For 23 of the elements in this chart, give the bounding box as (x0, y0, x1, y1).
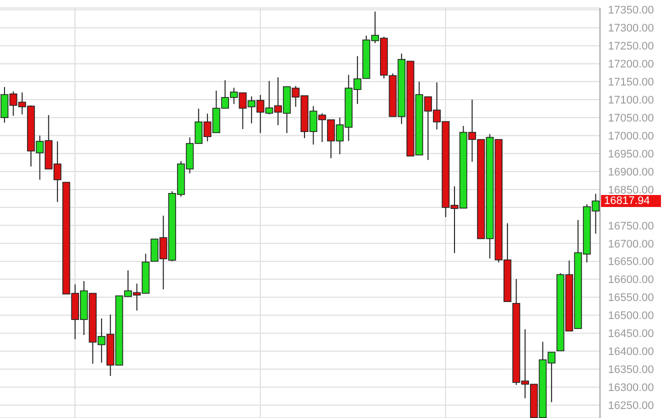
y-tick-label: 17100.00 (608, 94, 654, 107)
y-tick-label: 16300.00 (608, 382, 654, 394)
text: 16817.94 (601, 194, 661, 207)
y-tick-label: 16500.00 (608, 310, 654, 322)
y-tick-label: 17000.00 (608, 130, 654, 142)
y-tick-label: 16550.00 (608, 292, 654, 304)
y-tick-label: 16400.00 (608, 346, 654, 358)
y-tick-label: 16900.00 (608, 166, 654, 178)
y-tick-label: 16750.00 (608, 220, 654, 232)
y-tick-label: 16450.00 (608, 328, 654, 340)
y-tick-label: 16850.00 (608, 184, 654, 196)
y-tick-label: 17350.00 (608, 4, 654, 17)
y-tick-label: 17050.00 (608, 112, 654, 124)
y-tick-label: 16950.00 (608, 148, 654, 160)
y-tick-label: 16600.00 (608, 274, 654, 286)
y-tick-label: 16250.00 (608, 400, 654, 412)
y-tick-label: 16700.00 (608, 238, 654, 250)
y-tick-label: 16650.00 (608, 256, 654, 268)
y-tick-label: 17200.00 (608, 58, 654, 71)
y-tick-label: 16350.00 (608, 364, 654, 376)
y-tick-label: 17250.00 (608, 40, 654, 53)
y-tick-label: 17300.00 (608, 22, 654, 35)
y-tick-label: 17150.00 (608, 76, 654, 89)
